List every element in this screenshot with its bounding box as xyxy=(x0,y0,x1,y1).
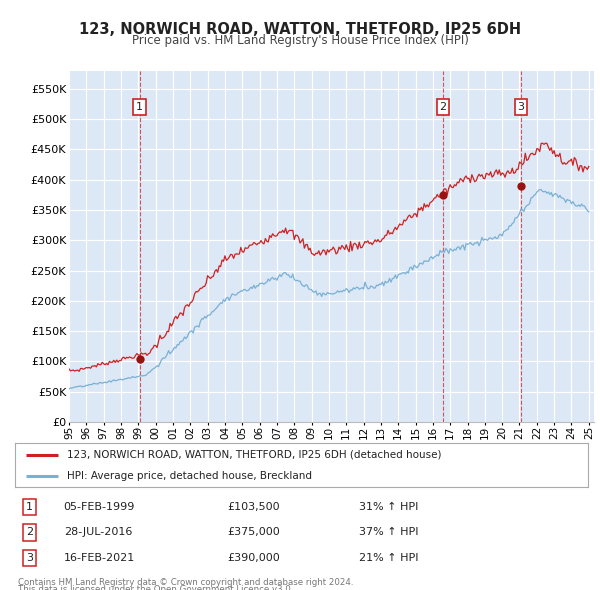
Text: 123, NORWICH ROAD, WATTON, THETFORD, IP25 6DH (detached house): 123, NORWICH ROAD, WATTON, THETFORD, IP2… xyxy=(67,450,441,460)
Text: 2: 2 xyxy=(439,102,446,112)
Text: £390,000: £390,000 xyxy=(227,553,280,563)
Text: 2: 2 xyxy=(26,527,33,537)
Text: £375,000: £375,000 xyxy=(227,527,280,537)
Text: Price paid vs. HM Land Registry's House Price Index (HPI): Price paid vs. HM Land Registry's House … xyxy=(131,34,469,47)
Text: 3: 3 xyxy=(517,102,524,112)
Text: 1: 1 xyxy=(136,102,143,112)
Text: 16-FEB-2021: 16-FEB-2021 xyxy=(64,553,135,563)
Text: This data is licensed under the Open Government Licence v3.0.: This data is licensed under the Open Gov… xyxy=(18,585,293,590)
Text: 37% ↑ HPI: 37% ↑ HPI xyxy=(359,527,418,537)
Text: 31% ↑ HPI: 31% ↑ HPI xyxy=(359,502,418,512)
Text: HPI: Average price, detached house, Breckland: HPI: Average price, detached house, Brec… xyxy=(67,471,311,481)
Text: 3: 3 xyxy=(26,553,33,563)
Text: Contains HM Land Registry data © Crown copyright and database right 2024.: Contains HM Land Registry data © Crown c… xyxy=(18,578,353,587)
Text: £103,500: £103,500 xyxy=(227,502,280,512)
Text: 1: 1 xyxy=(26,502,33,512)
Text: 28-JUL-2016: 28-JUL-2016 xyxy=(64,527,132,537)
Text: 123, NORWICH ROAD, WATTON, THETFORD, IP25 6DH: 123, NORWICH ROAD, WATTON, THETFORD, IP2… xyxy=(79,22,521,37)
Text: 05-FEB-1999: 05-FEB-1999 xyxy=(64,502,135,512)
Text: 21% ↑ HPI: 21% ↑ HPI xyxy=(359,553,418,563)
